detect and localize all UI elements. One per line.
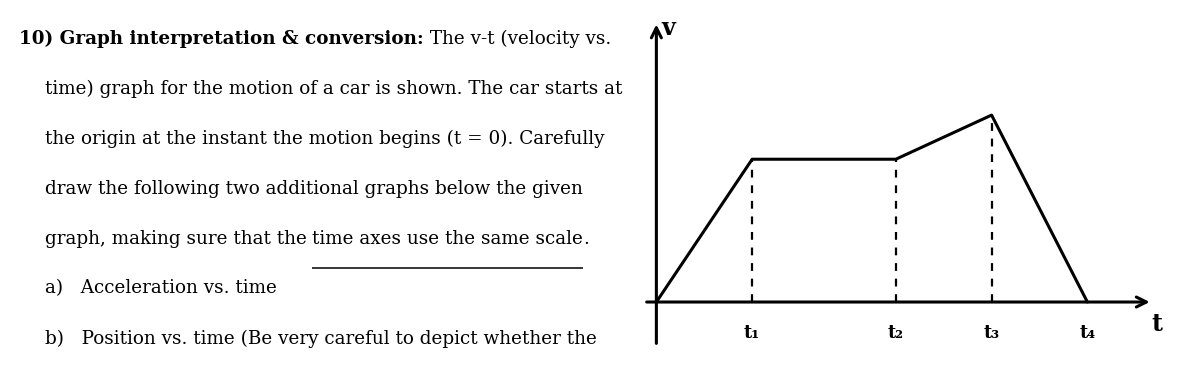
Text: a)   Acceleration vs. time: a) Acceleration vs. time [44,279,276,297]
Text: t₂: t₂ [888,324,904,342]
Text: time) graph for the motion of a car is shown. The car starts at: time) graph for the motion of a car is s… [44,80,622,98]
Text: b)   Position vs. time (Be very careful to depict whether the: b) Position vs. time (Be very careful to… [44,329,596,348]
Text: v: v [661,16,674,40]
Text: 10) Graph interpretation & conversion:: 10) Graph interpretation & conversion: [19,30,424,48]
Text: .: . [583,230,589,248]
Text: time axes use the same scale: time axes use the same scale [312,230,583,248]
Text: graph, making sure that the: graph, making sure that the [44,230,312,248]
Text: t₃: t₃ [984,324,1000,342]
Text: t₄: t₄ [1079,324,1096,342]
Text: t: t [1151,312,1162,336]
Text: the origin at the instant the motion begins (t = 0). Carefully: the origin at the instant the motion beg… [44,130,604,148]
Text: The v-t (velocity vs.: The v-t (velocity vs. [424,30,611,48]
Text: t₁: t₁ [744,324,761,342]
Text: draw the following two additional graphs below the given: draw the following two additional graphs… [44,180,582,198]
